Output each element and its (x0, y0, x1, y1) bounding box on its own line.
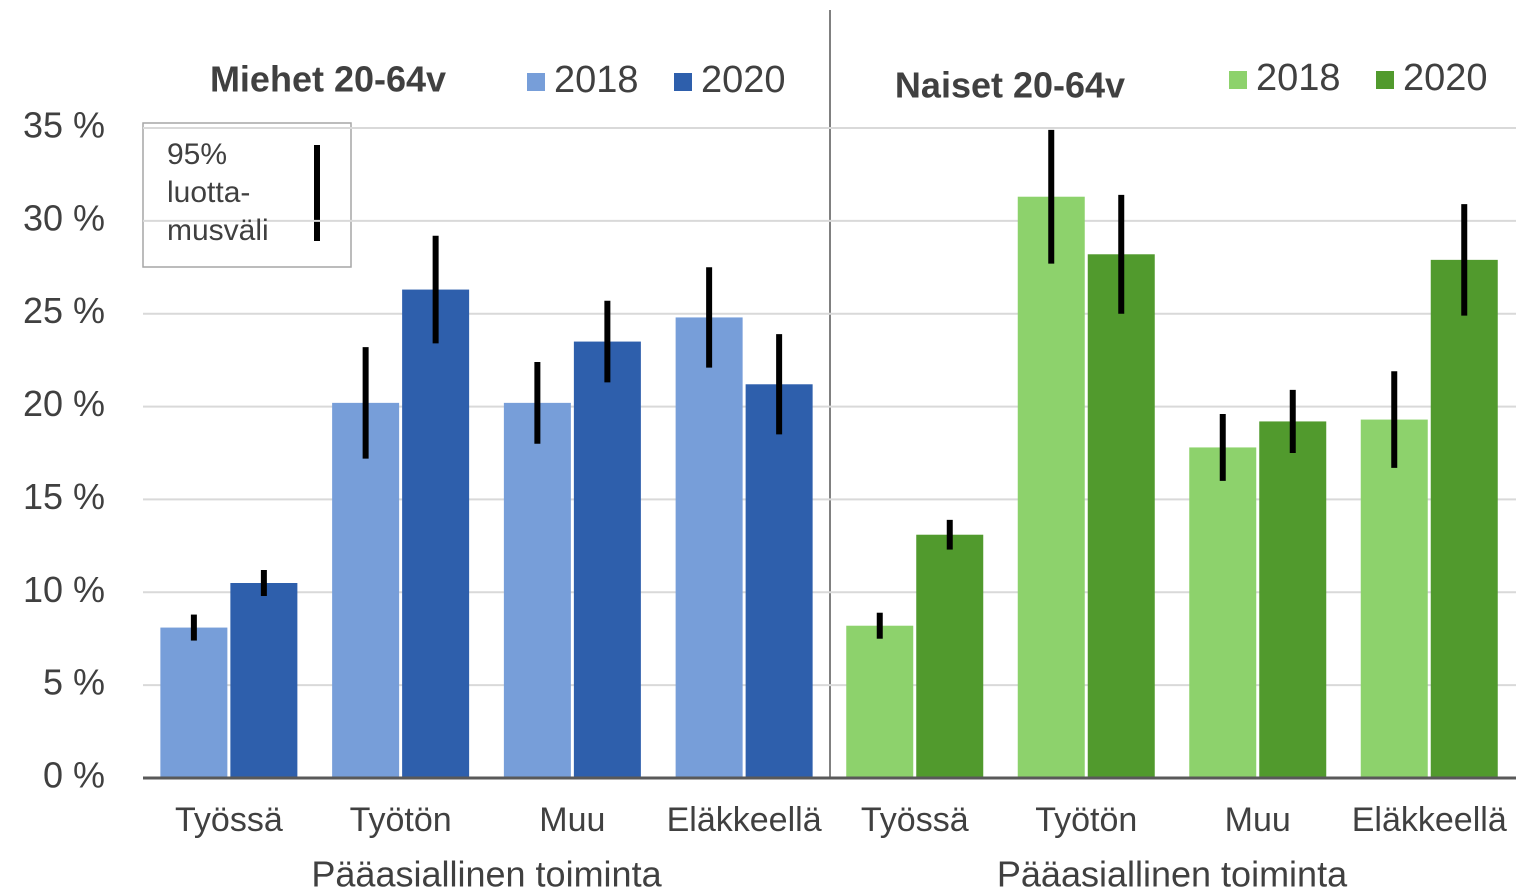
legend-label: 2020 (1403, 57, 1488, 99)
x-tick-label: Muu (1225, 801, 1291, 839)
bar (160, 627, 228, 778)
y-tick-label: 0 % (43, 755, 105, 796)
legend-swatch (1376, 71, 1394, 89)
y-tick-label: 25 % (23, 290, 105, 331)
x-axis-label: Pääasiallinen toiminta (997, 854, 1348, 894)
bar (402, 289, 470, 778)
annotation-text: 95% (167, 138, 227, 171)
bar (503, 402, 571, 778)
y-tick-label: 5 % (43, 662, 105, 703)
bar (916, 534, 984, 778)
bar (1259, 421, 1327, 778)
x-tick-label: Muu (539, 801, 605, 839)
bar (573, 341, 641, 778)
y-tick-label: 15 % (23, 476, 105, 517)
x-tick-label: Eläkkeellä (667, 801, 822, 839)
bar (846, 625, 914, 778)
x-tick-label: Työssä (861, 801, 969, 839)
bar (1430, 259, 1498, 778)
legend-swatch (674, 73, 692, 91)
legend-label: 2020 (701, 59, 786, 101)
y-tick-label: 30 % (23, 197, 105, 238)
y-tick-label: 35 % (23, 105, 105, 146)
panel-title: Naiset 20-64v (895, 65, 1125, 106)
x-tick-label: Työtön (1035, 801, 1137, 839)
y-tick-label: 10 % (23, 569, 105, 610)
y-tick-label: 20 % (23, 383, 105, 424)
bar (1087, 254, 1155, 779)
x-axis-label: Pääasiallinen toiminta (311, 854, 662, 894)
legend-label: 2018 (554, 59, 639, 101)
bar (332, 402, 400, 778)
annotation-text: musväli (167, 214, 269, 247)
legend-swatch (527, 73, 545, 91)
annotation-text: luotta- (167, 176, 250, 209)
legend-label: 2018 (1256, 57, 1341, 99)
legend-swatch (1229, 71, 1247, 89)
x-tick-label: Työssä (175, 801, 283, 839)
bar (1189, 447, 1257, 778)
bar (1360, 419, 1428, 778)
x-tick-label: Eläkkeellä (1352, 801, 1507, 839)
bar (1017, 196, 1085, 778)
bar (745, 384, 813, 778)
panel-title: Miehet 20-64v (210, 59, 446, 100)
bar (230, 583, 298, 778)
x-tick-label: Työtön (350, 801, 452, 839)
bar (675, 317, 743, 778)
